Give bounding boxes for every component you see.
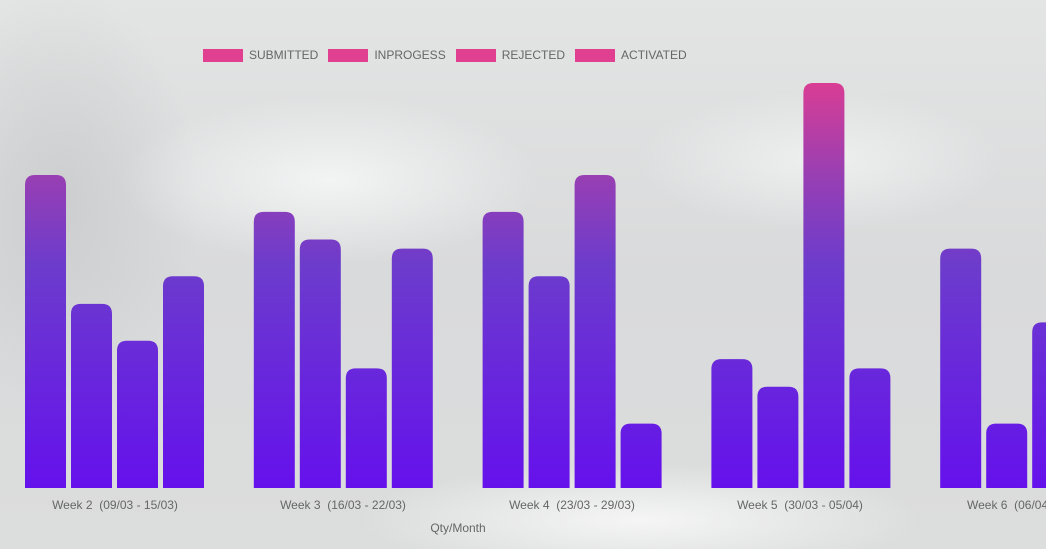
legend-label: SUBMITTED — [249, 48, 319, 62]
bar-rejected[interactable] — [803, 83, 845, 488]
bar-submitted[interactable] — [482, 211, 524, 488]
legend-label: REJECTED — [501, 48, 566, 62]
bar-inprogess[interactable] — [757, 386, 799, 488]
legend-item-activated[interactable]: ACTIVATED — [575, 48, 687, 62]
bar-activated[interactable] — [620, 423, 662, 488]
x-tick-label: Week 2 (09/03 - 15/03) — [52, 498, 178, 512]
x-tick-label: Week 3 (16/03 - 22/03) — [280, 498, 406, 512]
x-tick-label: Week 6 (06/04 — [967, 498, 1046, 512]
bar-inprogess[interactable] — [299, 239, 341, 488]
bar-rejected[interactable] — [574, 175, 616, 488]
x-tick-label: Week 4 (23/03 - 29/03) — [509, 498, 635, 512]
bar-rejected[interactable] — [345, 368, 387, 488]
bar-inprogess[interactable] — [986, 423, 1028, 488]
bar-rejected[interactable] — [1032, 322, 1046, 488]
legend: SUBMITTED INPROGESS REJECTED ACTIVATED — [203, 48, 697, 62]
legend-swatch — [575, 48, 616, 62]
bar-inprogess[interactable] — [528, 276, 570, 488]
legend-label: INPROGESS — [374, 48, 446, 62]
x-axis-title: Qty/Month — [430, 521, 486, 535]
bar-submitted[interactable] — [711, 359, 753, 488]
legend-item-rejected[interactable]: REJECTED — [455, 48, 566, 62]
bar-activated[interactable] — [163, 276, 204, 488]
legend-label: ACTIVATED — [621, 48, 687, 62]
legend-swatch — [203, 48, 243, 62]
legend-swatch — [455, 48, 496, 62]
legend-swatch — [328, 48, 369, 62]
bar-submitted[interactable] — [253, 211, 295, 488]
bar-inprogess[interactable] — [71, 303, 112, 488]
bar-submitted[interactable] — [25, 175, 66, 488]
bar-activated[interactable] — [391, 248, 433, 488]
x-tick-label: Week 5 (30/03 - 05/04) — [737, 498, 863, 512]
bar-submitted[interactable] — [940, 248, 982, 488]
legend-item-inprogess[interactable]: INPROGESS — [328, 48, 446, 62]
bar-activated[interactable] — [849, 368, 891, 488]
legend-item-submitted[interactable]: SUBMITTED — [203, 48, 318, 62]
bar-rejected[interactable] — [117, 340, 158, 488]
